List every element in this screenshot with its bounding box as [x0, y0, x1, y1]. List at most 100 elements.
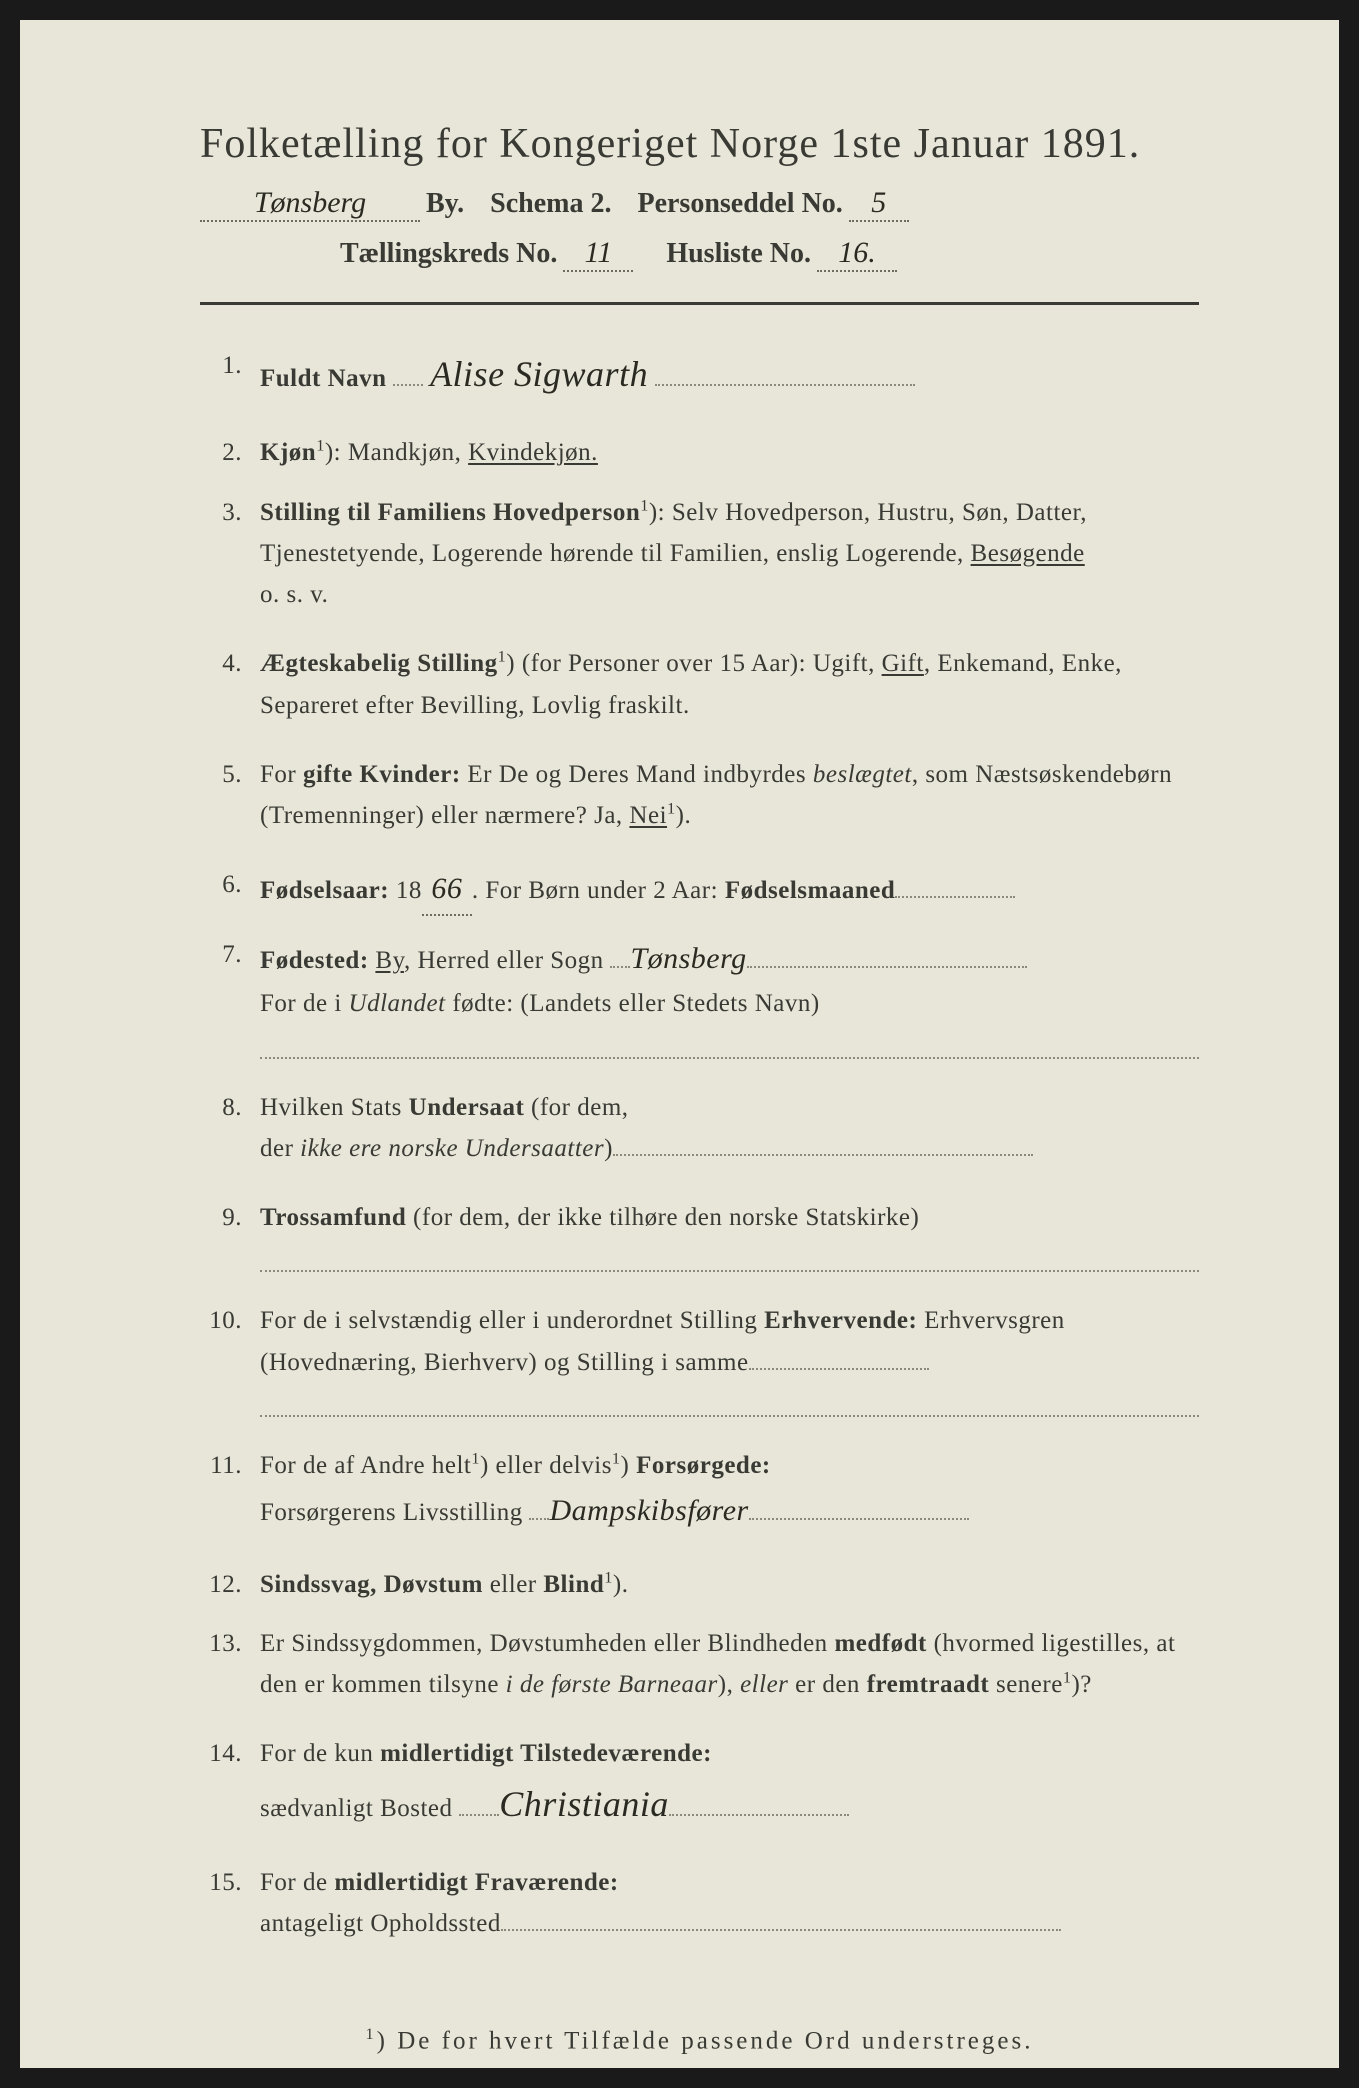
- field-label: Kjøn: [260, 439, 316, 466]
- schema-label: Schema 2.: [490, 188, 611, 220]
- sup: 1: [604, 1568, 613, 1586]
- provider-value: Dampskibsfører: [549, 1494, 748, 1527]
- l2b: Udlandet: [349, 990, 446, 1017]
- l2: antageligt Opholdssted: [260, 1910, 501, 1937]
- t1: Er Sindssygdommen, Døvstumheden eller Bl…: [260, 1630, 834, 1657]
- l1: medfødt: [834, 1630, 926, 1657]
- field-9: 9. Trossamfund (for dem, der ikke tilhør…: [200, 1197, 1199, 1272]
- field-num: 4.: [200, 643, 260, 726]
- t2: ) eller delvis: [480, 1452, 612, 1479]
- year: 66: [422, 864, 472, 916]
- footnote-text: ) De for hvert Tilfælde passende Ord und…: [377, 2027, 1034, 2054]
- field-num: 5.: [200, 754, 260, 837]
- field-label: Forsørgede:: [636, 1452, 771, 1479]
- t1: Hvilken Stats: [260, 1094, 409, 1121]
- t: (for dem, der ikke tilhøre den norske St…: [406, 1204, 919, 1231]
- header-line-2: Tællingskreds No. 11 Husliste No. 16.: [200, 236, 1199, 272]
- header-line-1: Tønsberg By. Schema 2. Personseddel No. …: [200, 186, 1199, 222]
- l2b: ikke ere norske Undersaatter: [300, 1135, 604, 1162]
- field-num: 2.: [200, 432, 260, 473]
- i1: i de første Barneaar: [506, 1671, 718, 1698]
- l2: sædvanligt Bosted: [260, 1795, 453, 1822]
- t3: ),: [718, 1671, 740, 1698]
- i2: eller: [740, 1671, 788, 1698]
- field-label: Ægteskabelig Stilling: [260, 650, 498, 677]
- t5: senere: [989, 1671, 1063, 1698]
- sup2: 1: [612, 1450, 621, 1468]
- l2: fremtraadt: [867, 1671, 990, 1698]
- person-no: 5: [849, 186, 909, 222]
- field-num: 13.: [200, 1623, 260, 1706]
- sup: 1: [316, 437, 325, 455]
- t2: (for dem,: [524, 1094, 628, 1121]
- field-label: Erhvervende:: [764, 1307, 917, 1334]
- by-label: By.: [426, 188, 464, 220]
- t3: ): [621, 1452, 637, 1479]
- field-num: 1.: [200, 345, 260, 404]
- residence-value: Christiania: [499, 1784, 669, 1824]
- divider: [200, 302, 1199, 305]
- person-label: Personseddel No.: [637, 188, 842, 220]
- field-num: 10.: [200, 1300, 260, 1417]
- sup: 1: [498, 648, 507, 666]
- l2c: fødte: (Landets eller Stedets Navn): [446, 990, 820, 1017]
- t1: For de i selvstændig eller i underordnet…: [260, 1307, 764, 1334]
- field-7: 7. Fødested: By, Herred eller Sogn Tønsb…: [200, 934, 1199, 1059]
- opt-mandkjon: Mandkjøn,: [348, 439, 462, 466]
- t4: er den: [788, 1671, 866, 1698]
- field-13: 13. Er Sindssygdommen, Døvstumheden elle…: [200, 1623, 1199, 1706]
- sup: 1: [667, 800, 676, 818]
- t: , Herred eller Sogn: [404, 947, 604, 974]
- field-11: 11. For de af Andre helt1) eller delvis1…: [200, 1445, 1199, 1536]
- l2a: der: [260, 1135, 300, 1162]
- census-form-page: Folketælling for Kongeriget Norge 1ste J…: [20, 20, 1339, 2068]
- colon: ):: [649, 499, 665, 526]
- field-8: 8. Hvilken Stats Undersaat (for dem, der…: [200, 1087, 1199, 1170]
- field-num: 9.: [200, 1197, 260, 1272]
- sup: 1: [366, 2025, 377, 2043]
- end: ).: [613, 1571, 629, 1598]
- main-title: Folketælling for Kongeriget Norge 1ste J…: [200, 120, 1199, 168]
- field-label: Sindssvag, Døvstum: [260, 1571, 483, 1598]
- field-15: 15. For de midlertidigt Fraværende: anta…: [200, 1862, 1199, 1945]
- field-label: Undersaat: [409, 1094, 525, 1121]
- sup1: 1: [471, 1450, 480, 1468]
- end: ).: [676, 802, 692, 829]
- t1: Ugift,: [806, 650, 882, 677]
- t2: For Børn under 2 Aar:: [479, 877, 725, 904]
- field-label: Fuldt Navn: [260, 365, 387, 392]
- field-num: 14.: [200, 1733, 260, 1834]
- l2c: ): [604, 1135, 613, 1162]
- osv: o. s. v.: [260, 574, 1199, 615]
- field-label: Trossamfund: [260, 1204, 406, 1231]
- field-num: 12.: [200, 1564, 260, 1605]
- l2: Forsørgerens Livsstilling: [260, 1499, 523, 1526]
- dot: .: [472, 877, 479, 904]
- field-10: 10. For de i selvstændig eller i underor…: [200, 1300, 1199, 1417]
- birthplace: Tønsberg: [630, 942, 746, 975]
- colon: ):: [325, 439, 341, 466]
- field-3: 3. Stilling til Familiens Hovedperson1):…: [200, 492, 1199, 616]
- by: By: [375, 947, 404, 974]
- sup: 1: [640, 496, 649, 514]
- field-6: 6. Fødselsaar: 1866. For Børn under 2 Aa…: [200, 864, 1199, 916]
- field-5: 5. For gifte Kvinder: Er De og Deres Man…: [200, 754, 1199, 837]
- t1: For de kun: [260, 1740, 380, 1767]
- opt-kvindekjon: Kvindekjøn.: [468, 439, 598, 466]
- l2a: For de i: [260, 990, 349, 1017]
- field-label: Fødested:: [260, 947, 369, 974]
- footnote: 1) De for hvert Tilfælde passende Ord un…: [200, 2025, 1199, 2055]
- field-num: 11.: [200, 1445, 260, 1536]
- field-num: 7.: [200, 934, 260, 1059]
- t: eller: [483, 1571, 543, 1598]
- field-4: 4. Ægteskabelig Stilling1) (for Personer…: [200, 643, 1199, 726]
- field-2: 2. Kjøn1): Mandkjøn, Kvindekjøn.: [200, 432, 1199, 473]
- nei: Nei: [629, 802, 667, 829]
- paren: ) (for Personer over 15 Aar):: [506, 650, 806, 677]
- field-label: Stilling til Familiens Hovedperson: [260, 499, 640, 526]
- husliste-label: Husliste No.: [666, 238, 811, 270]
- field-12: 12. Sindssvag, Døvstum eller Blind1).: [200, 1564, 1199, 1605]
- field-label: midlertidigt Tilstedeværende:: [380, 1740, 712, 1767]
- field-label: gifte Kvinder:: [303, 761, 461, 788]
- city-field: Tønsberg: [200, 186, 420, 222]
